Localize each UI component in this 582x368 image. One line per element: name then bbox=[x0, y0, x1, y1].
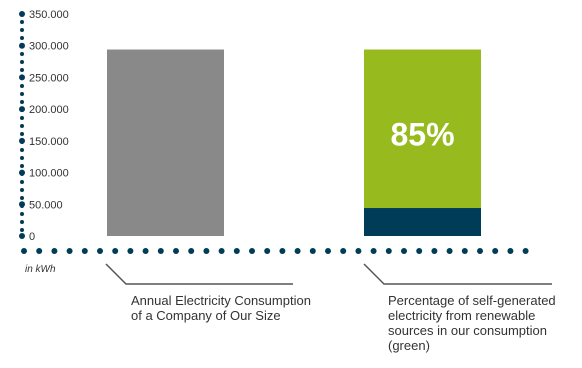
y-tick-label: 150.000 bbox=[29, 136, 69, 148]
x-axis-dot bbox=[340, 248, 347, 254]
bar-annual-consumption bbox=[107, 49, 224, 236]
category-label-line: of a Company of Our Size bbox=[131, 308, 281, 323]
label-connectors bbox=[105, 263, 552, 285]
y-axis-dot bbox=[20, 68, 24, 72]
bar-share-label: 85% bbox=[390, 117, 454, 153]
x-axis-dot bbox=[218, 248, 225, 254]
y-axis-dot bbox=[20, 28, 24, 32]
bar-segment-renewable bbox=[364, 49, 481, 209]
y-axis-dot bbox=[20, 132, 24, 136]
x-axis-dot bbox=[309, 248, 316, 254]
x-axis-dot bbox=[173, 248, 179, 254]
x-axis-dot bbox=[112, 248, 119, 254]
y-axis-dot bbox=[20, 84, 24, 88]
category-label-line: sources in our consumption bbox=[388, 323, 547, 338]
x-axis-dot bbox=[81, 248, 88, 254]
unit-label: in kWh bbox=[25, 264, 56, 275]
x-axis-dot bbox=[264, 248, 271, 254]
x-axis-dot bbox=[279, 248, 286, 254]
y-axis-dot bbox=[20, 148, 24, 152]
x-axis-dot bbox=[416, 248, 423, 254]
x-axis-dot bbox=[385, 248, 392, 254]
x-axis bbox=[21, 248, 529, 254]
x-axis-dot bbox=[188, 248, 195, 254]
y-axis-dot bbox=[20, 60, 24, 64]
category-label-line: (green) bbox=[388, 338, 430, 353]
y-axis-dot bbox=[20, 228, 24, 232]
y-axis: 350.000 300.000 250.000 200.000 150.000 100.0… bbox=[19, 9, 69, 243]
x-axis-dot bbox=[477, 248, 483, 254]
y-axis-dot bbox=[20, 124, 24, 128]
x-axis-dot bbox=[233, 248, 240, 254]
y-axis-dot bbox=[20, 52, 24, 56]
y-axis-dot bbox=[20, 188, 24, 192]
y-axis-dot bbox=[20, 92, 24, 96]
y-tick-dot bbox=[19, 169, 25, 176]
x-axis-dot bbox=[294, 248, 301, 254]
x-axis-dot bbox=[522, 248, 529, 254]
y-tick-label: 50.000 bbox=[29, 199, 63, 211]
y-axis-dot bbox=[20, 180, 24, 184]
y-tick-dot bbox=[19, 11, 25, 17]
x-axis-dot bbox=[431, 248, 438, 254]
y-tick-label: 200.000 bbox=[29, 104, 69, 116]
bar-segment-other bbox=[364, 208, 481, 236]
y-tick-label: 0 bbox=[29, 231, 35, 243]
x-axis-dot bbox=[157, 248, 164, 254]
x-axis-dot bbox=[446, 248, 453, 254]
y-tick-dot bbox=[19, 233, 25, 239]
y-tick-dot bbox=[19, 137, 25, 144]
x-axis-dot bbox=[203, 248, 210, 254]
x-axis-dot bbox=[36, 248, 43, 254]
x-axis-dot bbox=[127, 248, 134, 254]
y-axis-dot bbox=[20, 164, 24, 168]
y-tick-dot bbox=[19, 42, 25, 49]
x-axis-dot bbox=[66, 248, 73, 254]
y-axis-dot bbox=[20, 196, 24, 200]
connector-line bbox=[363, 263, 552, 285]
x-axis-dot bbox=[142, 248, 149, 254]
y-tick-label: 100.000 bbox=[29, 168, 69, 180]
x-axis-dot bbox=[461, 248, 468, 254]
y-tick-dot bbox=[19, 74, 25, 81]
category-label-annual-consumption: Annual Electricity Consumption of a Comp… bbox=[131, 293, 311, 323]
x-axis-dot bbox=[249, 248, 255, 254]
x-axis-dot bbox=[355, 248, 362, 254]
y-axis-dot bbox=[20, 36, 24, 40]
y-tick-label: 300.000 bbox=[29, 41, 69, 53]
y-axis-dot bbox=[20, 156, 24, 160]
y-tick-label: 250.000 bbox=[29, 72, 69, 84]
connector-line bbox=[105, 263, 293, 285]
x-axis-dot bbox=[97, 248, 103, 254]
x-axis-dot bbox=[370, 248, 377, 254]
category-label-line: Percentage of self-generated bbox=[388, 293, 556, 308]
category-label-self-generated: Percentage of self-generated electricity… bbox=[388, 293, 556, 353]
y-axis-dot bbox=[20, 220, 24, 224]
x-axis-dot bbox=[507, 248, 514, 254]
y-tick-dot bbox=[19, 106, 25, 113]
y-tick-label: 350.000 bbox=[29, 9, 69, 21]
y-tick-dot bbox=[19, 201, 25, 208]
x-axis-dot bbox=[492, 248, 499, 254]
y-axis-dot bbox=[20, 116, 24, 120]
x-axis-dot bbox=[51, 248, 58, 254]
category-label-line: electricity from renewable bbox=[388, 308, 536, 323]
y-axis-dot bbox=[20, 100, 24, 104]
category-label-line: Annual Electricity Consumption bbox=[131, 293, 311, 308]
x-axis-dot bbox=[21, 248, 27, 254]
y-axis-dot bbox=[20, 212, 24, 216]
x-axis-dot bbox=[325, 248, 331, 254]
x-axis-dot bbox=[401, 248, 407, 254]
bars: 85% bbox=[107, 49, 481, 236]
y-axis-dot bbox=[20, 20, 24, 24]
